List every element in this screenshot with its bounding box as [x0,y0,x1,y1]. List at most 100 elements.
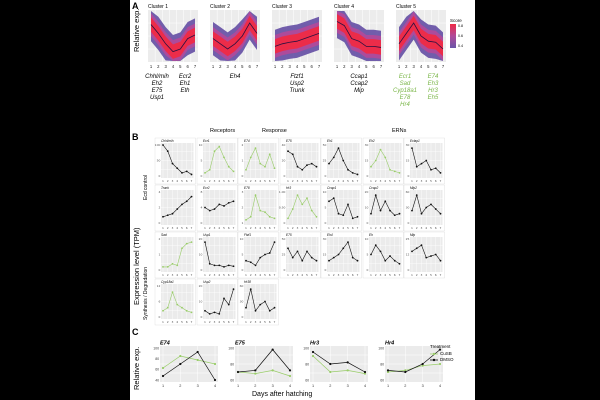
data-point [268,252,271,254]
y-tick-label: 0 [241,315,243,319]
y-tick-label: 5 [241,253,243,257]
y-tick-label: 0 [158,174,160,178]
data-point [374,159,377,162]
data-point [310,256,313,259]
expression-plot-title: Eclap1 [410,139,420,143]
data-point [328,162,330,165]
x-tick-label: 4 [259,226,261,230]
x-tick-label: 3 [350,64,353,69]
x-tick-label: 1 [411,226,413,230]
x-tick-label: 1 [212,64,215,69]
data-point [249,215,252,218]
y-tick-label: 100 [155,143,161,147]
x-tick-label: 2 [416,226,418,230]
x-tick-label: 2 [167,226,169,230]
expression-plot-title: E74 [244,139,250,143]
cluster-mean-line [336,21,382,48]
y-tick-label: 2 [241,206,243,210]
y-tick-label: 4 [158,190,160,194]
x-tick-label: 5 [389,273,391,277]
y-tick-label: 80 [155,357,159,361]
x-tick-label: 6 [227,273,229,277]
dmso-line [162,351,216,381]
score-tick: 0.8 [458,24,463,28]
data-point [259,256,262,259]
y-tick-label: 10 [364,206,368,210]
x-tick-label: 5 [303,64,306,69]
data-point [190,241,193,243]
cluster-genes-left: Ecr1 Sad Cyp18a1 E78 Hr4 [392,74,418,109]
gene-name: Usp2 [289,81,304,87]
gene-name: Hr3 [428,88,438,94]
y-tick-label: 50 [157,159,161,163]
x-tick-label: 2 [167,320,169,324]
data-point [379,250,381,253]
y-tick-label: 10 [198,143,202,147]
x-tick-label: 3 [172,273,174,277]
x-tick-label: 1 [411,273,413,277]
data-point [213,362,217,366]
x-tick-label: 4 [234,64,237,69]
data-point [438,348,442,351]
x-tick-label: 2 [208,179,210,183]
x-tick-label: 1 [336,64,339,69]
x-tick-label: 5 [241,64,244,69]
x-tick-label: 4 [214,384,216,388]
y-tick-label: 5 [200,159,202,163]
data-point [398,172,400,174]
data-point [421,364,424,367]
y-tick-label: 0 [407,174,409,178]
x-tick-label: 5 [430,226,432,230]
data-point [181,306,183,309]
data-point [190,173,193,176]
data-point [264,300,266,303]
cluster-mean-line [212,22,258,50]
data-point [271,369,274,372]
gene-name: E75 [151,88,163,94]
expression-plot-title: Eh4 [327,233,333,237]
data-point [286,150,289,153]
x-tick-label: 3 [213,226,215,230]
x-tick-label: 6 [248,64,251,69]
data-point [388,168,391,171]
x-tick-label: 5 [181,273,183,277]
x-tick-label: 6 [269,320,271,324]
x-tick-label: 4 [176,320,178,324]
x-tick-label: 2 [250,226,252,230]
y-tick-label: 10 [198,253,202,257]
data-point [346,369,349,372]
data-point [332,156,335,159]
x-tick-label: 6 [434,64,437,69]
data-point [411,147,413,149]
x-tick-label: 1 [370,273,372,277]
data-point [347,203,349,206]
data-point [351,217,354,220]
y-tick-label: 30 [240,300,244,304]
data-point [363,370,367,374]
x-tick-label: 4 [218,273,220,277]
expression-plot-title: Usp1 [203,233,211,237]
x-tick-label: 4 [296,64,299,69]
data-point [162,309,164,312]
x-tick-label: 7 [357,273,359,277]
data-point [379,148,381,151]
data-point [383,200,386,203]
x-tick-label: 7 [191,273,193,277]
x-tick-label: 6 [269,273,271,277]
data-point [273,217,276,220]
x-tick-label: 6 [186,179,188,183]
score-legend-colorbar [450,24,456,48]
x-tick-label: 7 [357,226,359,230]
cusb-legend-label: CuSB [440,351,452,356]
panel-b-ylabel: Expression level (TPM) [132,227,141,305]
x-tick-label: 2 [343,64,346,69]
data-point [171,162,174,165]
x-tick-label: 1 [370,226,372,230]
